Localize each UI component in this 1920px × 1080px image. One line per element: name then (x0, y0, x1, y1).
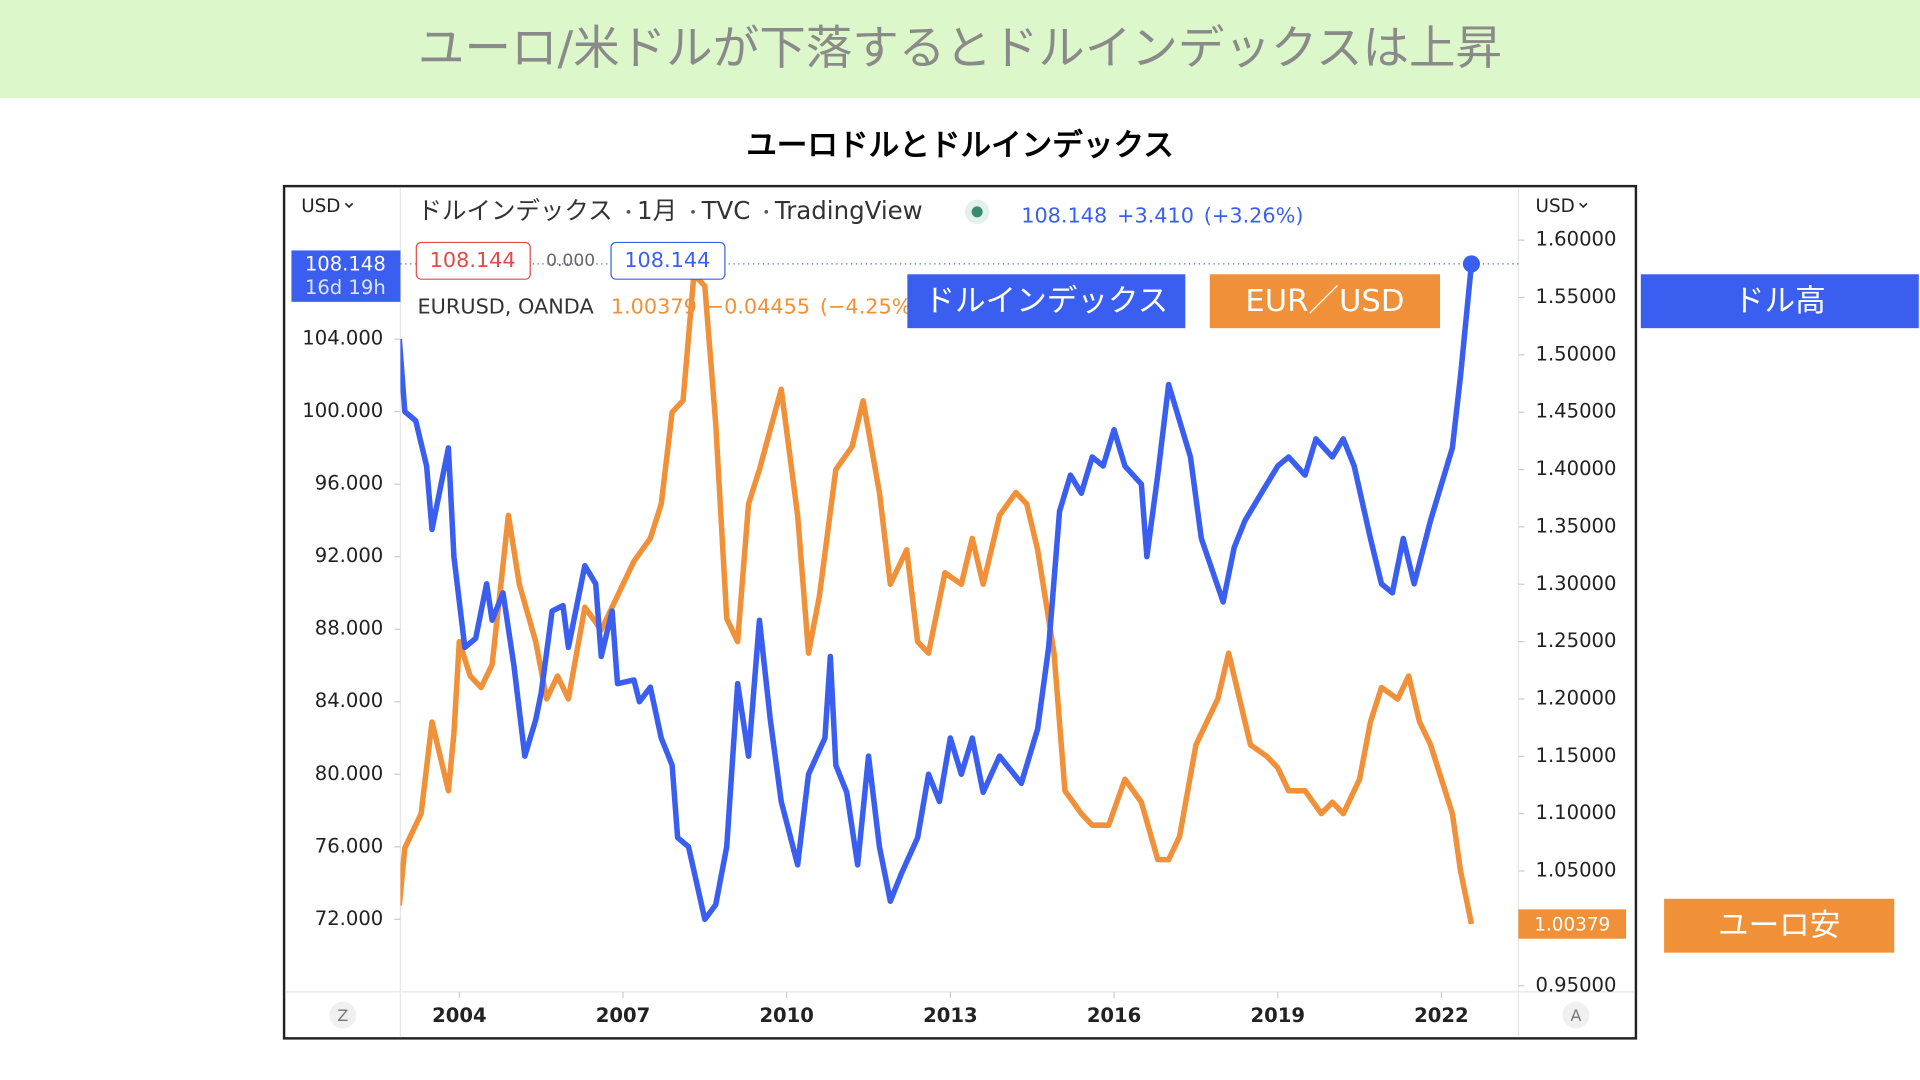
legend-text: (−4.25%) (820, 294, 920, 318)
legend-text: ドルインデックス (418, 196, 613, 225)
annotation-text: EUR／USD (1245, 284, 1404, 319)
axis-unit: USD (301, 196, 340, 217)
legend-text: 1.00379 (611, 294, 697, 318)
x-tick-label: 2013 (923, 1004, 978, 1027)
annotation-box (1640, 274, 1919, 329)
y2-tick-label: 1.45000 (1536, 400, 1617, 423)
series-line (400, 271, 1475, 925)
price-tag-value: 1.00379 (1534, 914, 1610, 935)
annotation-box (907, 274, 1186, 329)
x-tick-label: 2010 (759, 1004, 813, 1027)
x-tick-label: 2019 (1251, 1004, 1306, 1027)
x-tick-label: 2016 (1087, 1004, 1141, 1027)
chart-title: ユーロドルとドルインデックス (746, 127, 1174, 163)
legend-text: TVC (701, 196, 751, 225)
price-tag (1518, 909, 1627, 939)
y2-tick-label: 1.15000 (1536, 744, 1617, 767)
y2-tick-label: 0.95000 (1536, 973, 1617, 996)
legend-text: (+3.26%) (1204, 204, 1304, 228)
legend-text: 1月 (637, 196, 677, 225)
y-tick-label: 104.000 (302, 327, 383, 350)
legend-text: +3.410 (1117, 204, 1194, 228)
price-tag-countdown: 16d 19h (305, 276, 386, 299)
y-tick-label: 96.000 (315, 472, 384, 495)
price-tag (291, 250, 401, 302)
y2-tick-label: 1.20000 (1536, 686, 1617, 709)
y2-tick-label: 1.60000 (1536, 228, 1617, 251)
scale-button (1562, 1001, 1590, 1029)
legend-text: EURUSD, OANDA (418, 294, 595, 318)
last-point (1462, 255, 1481, 273)
y-tick-label: 92.000 (315, 544, 384, 567)
y2-tick-label: 1.10000 (1536, 801, 1617, 824)
x-tick-label: 2004 (432, 1004, 487, 1027)
order-box (415, 241, 531, 280)
legend-separator (691, 210, 695, 214)
banner-text: ユーロ/米ドルが下落するとドルインデックスは上昇 (418, 21, 1502, 75)
order-box (610, 241, 726, 280)
y-tick-label: 100.000 (302, 399, 383, 422)
y-tick-label: 80.000 (315, 762, 384, 785)
unit-chevron (344, 202, 354, 209)
y-tick-label: 84.000 (315, 689, 384, 712)
x-tick-label: 2022 (1414, 1004, 1469, 1027)
legend-text: 108.148 (1021, 204, 1107, 228)
annotation-box (1209, 274, 1440, 329)
y-tick-label: 72.000 (315, 907, 384, 930)
unit-chevron (1579, 202, 1588, 209)
legend-text: −0.04455 (707, 294, 810, 318)
y2-tick-label: 1.25000 (1536, 629, 1617, 652)
x-tick-label: 2007 (596, 1004, 651, 1027)
scale-button-label: Z (337, 1006, 348, 1025)
legend-text: TradingView (774, 196, 923, 225)
annotation-box (1664, 898, 1895, 953)
status-dot (971, 206, 983, 218)
y2-tick-label: 1.05000 (1536, 859, 1617, 882)
axis-unit: USD (1536, 196, 1575, 217)
price-tag-value: 108.148 (305, 253, 386, 276)
series-line (400, 263, 1475, 923)
order-box-value: 108.144 (624, 248, 710, 272)
annotation-text: ユーロ安 (1718, 908, 1840, 943)
y2-tick-label: 1.35000 (1536, 514, 1617, 537)
y-tick-label: 88.000 (315, 617, 384, 640)
y2-tick-label: 1.30000 (1536, 572, 1617, 595)
order-box-value: 0.000 (546, 251, 595, 271)
legend-separator (626, 210, 631, 214)
scale-button-label: A (1570, 1006, 1581, 1025)
annotation-text: ドル高 (1734, 284, 1826, 319)
y2-tick-label: 1.55000 (1536, 285, 1617, 308)
y2-tick-label: 1.40000 (1536, 457, 1617, 480)
y-tick-label: 76.000 (315, 834, 384, 857)
banner-background (0, 0, 1920, 98)
legend-separator (764, 210, 769, 214)
scale-button (329, 1001, 357, 1029)
annotation-text: ドルインデックス (924, 284, 1168, 319)
order-box-value: 108.144 (430, 248, 516, 272)
y2-tick-label: 1.50000 (1536, 342, 1617, 365)
